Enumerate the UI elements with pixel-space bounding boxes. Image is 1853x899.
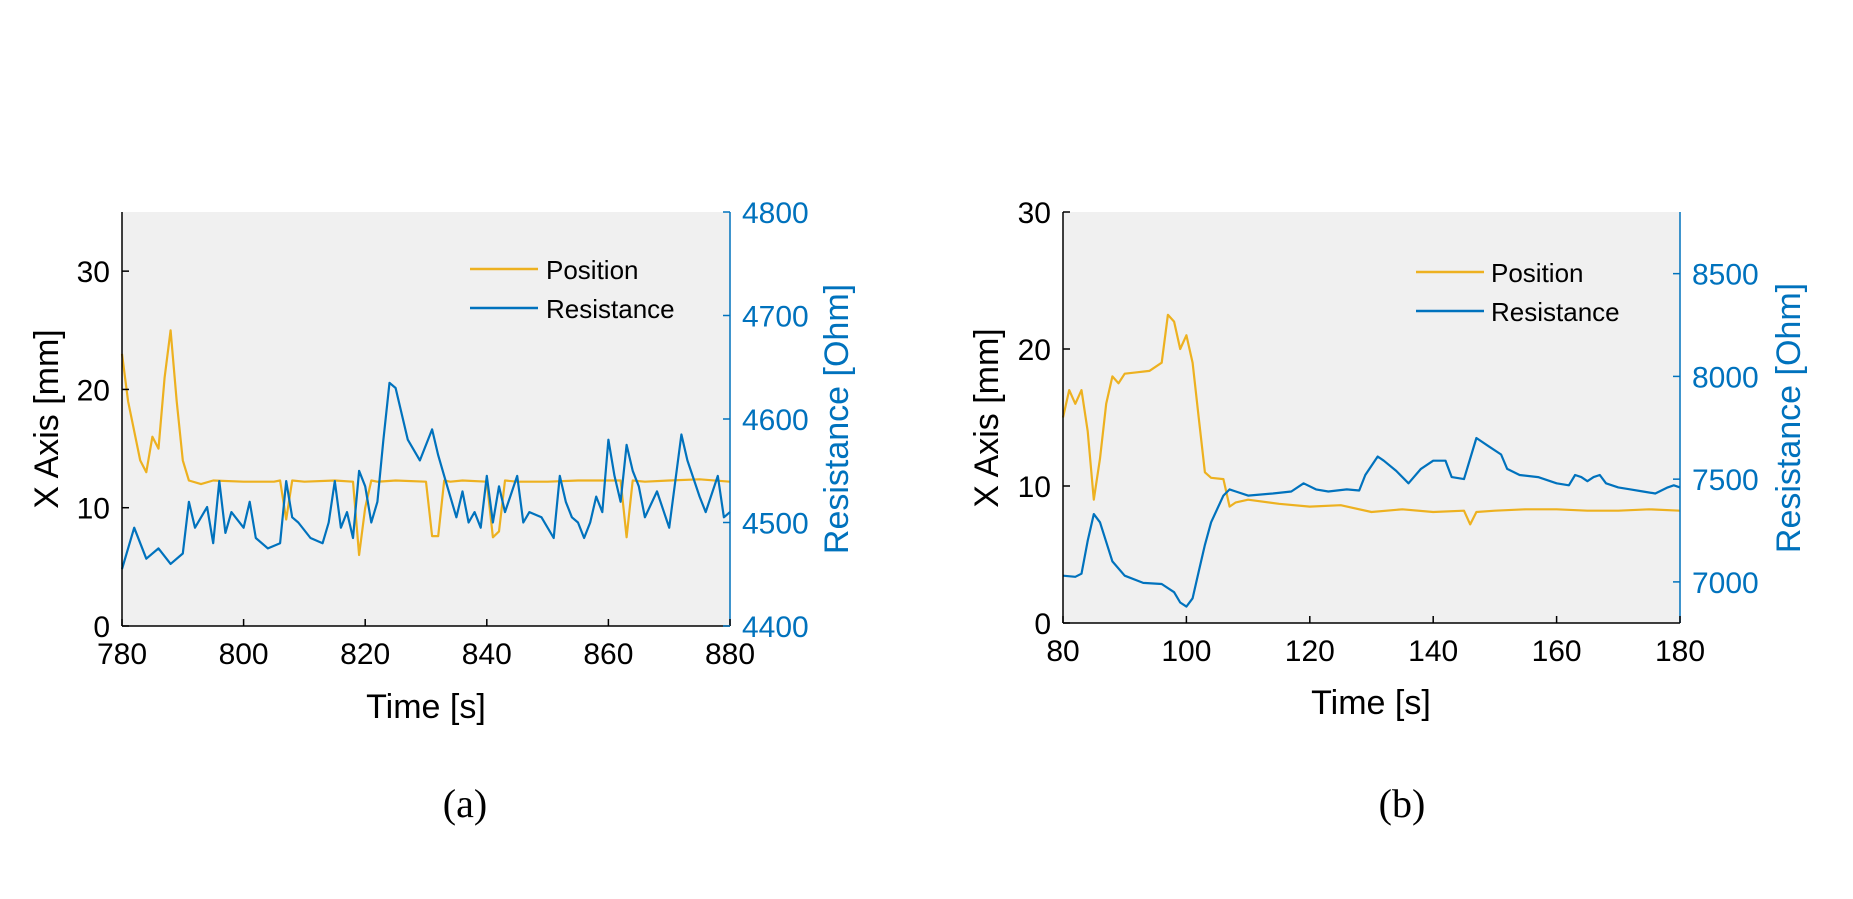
y-tick-label: 30 xyxy=(77,256,110,289)
series-layer xyxy=(1061,313,1681,608)
y2-tick-label: 7500 xyxy=(1692,464,1759,497)
y2-tick-label: 4400 xyxy=(742,611,809,644)
panel-caption: (a) xyxy=(443,781,487,826)
y2-tick-label: 4700 xyxy=(742,301,809,334)
y-axis-label: X Axis [mm] xyxy=(968,328,1006,507)
y-tick-label: 0 xyxy=(93,611,110,644)
series-line-resistance xyxy=(120,381,731,570)
y-tick-label: 30 xyxy=(1018,197,1051,230)
y-tick-label: 10 xyxy=(1018,471,1051,504)
y-tick-label: 20 xyxy=(77,374,110,407)
legend-label-position: Position xyxy=(1491,258,1584,288)
x-tick-label: 840 xyxy=(462,638,512,671)
x-tick-label: 780 xyxy=(97,638,147,671)
y2-tick-label: 4800 xyxy=(742,197,809,230)
legend-label-position: Position xyxy=(546,255,639,285)
x-axis-label: Time [s] xyxy=(1311,684,1431,722)
panel-caption: (b) xyxy=(1379,781,1426,826)
y2-axis-label: Resistance [Ohm] xyxy=(1770,283,1808,553)
x-tick-label: 140 xyxy=(1408,635,1458,668)
y-axis-label: X Axis [mm] xyxy=(28,329,66,508)
y2-tick-label: 4600 xyxy=(742,404,809,437)
series-line-position xyxy=(120,329,731,557)
legend: Position Resistance xyxy=(1416,258,1620,327)
series-layer xyxy=(120,329,731,570)
x-tick-label: 820 xyxy=(340,638,390,671)
x-tick-label: 100 xyxy=(1161,635,1211,668)
y-tick-label: 0 xyxy=(1034,608,1051,641)
y2-tick-label: 4500 xyxy=(742,508,809,541)
x-tick-label: 880 xyxy=(705,638,755,671)
y2-tick-label: 8500 xyxy=(1692,259,1759,292)
legend-label-resistance: Resistance xyxy=(1491,297,1620,327)
tick-layer: 780 800 820 840 860 880 0 10 20 30 4400 4500 4600 470… xyxy=(77,197,809,671)
x-tick-label: 180 xyxy=(1655,635,1705,668)
x-tick-label: 120 xyxy=(1285,635,1335,668)
x-tick-label: 800 xyxy=(219,638,269,671)
tick-layer: 80 100 120 140 160 180 0 10 20 30 7000 7500 8000 8500 xyxy=(1018,197,1759,668)
x-axis-label: Time [s] xyxy=(366,688,486,726)
y2-axis-label: Resistance [Ohm] xyxy=(818,284,856,554)
x-tick-label: 860 xyxy=(583,638,633,671)
series-line-position xyxy=(1061,313,1681,526)
chart-panel-a: 780 800 820 840 860 880 0 10 20 30 4400 4500 4600 470… xyxy=(28,197,856,826)
y2-tick-label: 8000 xyxy=(1692,361,1759,394)
chart-panel-b: 80 100 120 140 160 180 0 10 20 30 7000 7500 8000 8500… xyxy=(968,197,1808,826)
plot-area xyxy=(122,212,730,626)
y2-tick-label: 7000 xyxy=(1692,567,1759,600)
legend-label-resistance: Resistance xyxy=(546,294,675,324)
series-line-resistance xyxy=(1062,436,1681,608)
x-tick-label: 160 xyxy=(1532,635,1582,668)
y-tick-label: 20 xyxy=(1018,334,1051,367)
y-tick-label: 10 xyxy=(77,493,110,526)
x-tick-label: 80 xyxy=(1046,635,1079,668)
legend: Position Resistance xyxy=(470,255,675,324)
plot-area xyxy=(1063,212,1680,623)
